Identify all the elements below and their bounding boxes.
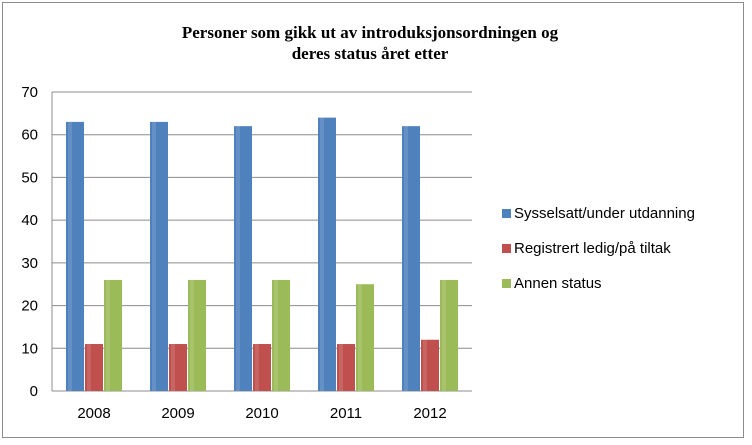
y-tick-label: 0 (30, 383, 38, 400)
legend-label: Sysselsatt/under utdanning (514, 205, 695, 222)
y-tick-label: 20 (21, 298, 38, 315)
y-tick-label: 10 (21, 340, 38, 357)
bar-highlight (190, 279, 194, 391)
bar-highlight (68, 121, 72, 392)
bar (337, 344, 355, 391)
legend-label: Registrert ledig/på tiltak (514, 240, 671, 257)
bar-highlight (442, 279, 446, 391)
bar (318, 117, 336, 391)
bar (188, 279, 206, 391)
bar (150, 121, 168, 392)
bar-highlight (236, 126, 240, 392)
y-tick-label: 40 (21, 212, 38, 229)
bar (169, 344, 187, 391)
bar (272, 279, 290, 391)
bar-highlight (404, 126, 408, 392)
y-tick-label: 50 (21, 169, 38, 186)
bar (402, 126, 420, 392)
bar-highlight (87, 344, 91, 391)
legend-swatch (502, 209, 511, 218)
x-tick-label: 2008 (77, 405, 110, 422)
bar (253, 344, 271, 391)
bar (85, 344, 103, 391)
bar-highlight (171, 344, 175, 391)
bar (421, 339, 439, 391)
x-tick-label: 2012 (413, 405, 446, 422)
x-tick-label: 2011 (330, 405, 362, 422)
bar (104, 279, 122, 391)
bar (356, 284, 374, 391)
y-tick-label: 60 (21, 127, 38, 144)
chart-title: Personer som gikk ut av introduksjonsord… (90, 22, 650, 64)
chart-title-line-2: deres status året etter (291, 44, 449, 63)
bar-highlight (423, 339, 427, 391)
bar (234, 126, 252, 392)
x-tick-label: 2010 (245, 405, 278, 422)
y-tick-label: 70 (21, 84, 38, 101)
bar-highlight (320, 117, 324, 391)
bar-highlight (255, 344, 259, 391)
bar-highlight (106, 279, 110, 391)
bar-highlight (152, 121, 156, 392)
bar (440, 279, 458, 391)
bar-highlight (274, 279, 278, 391)
legend-swatch (502, 279, 511, 288)
chart-title-line-1: Personer som gikk ut av introduksjonsord… (181, 23, 559, 42)
y-tick-label: 30 (21, 255, 38, 272)
bar-highlight (339, 344, 343, 391)
bar (66, 121, 84, 392)
x-tick-label: 2009 (161, 405, 194, 422)
legend-label: Annen status (514, 275, 602, 292)
bar-highlight (358, 284, 362, 391)
legend-swatch (502, 244, 511, 253)
